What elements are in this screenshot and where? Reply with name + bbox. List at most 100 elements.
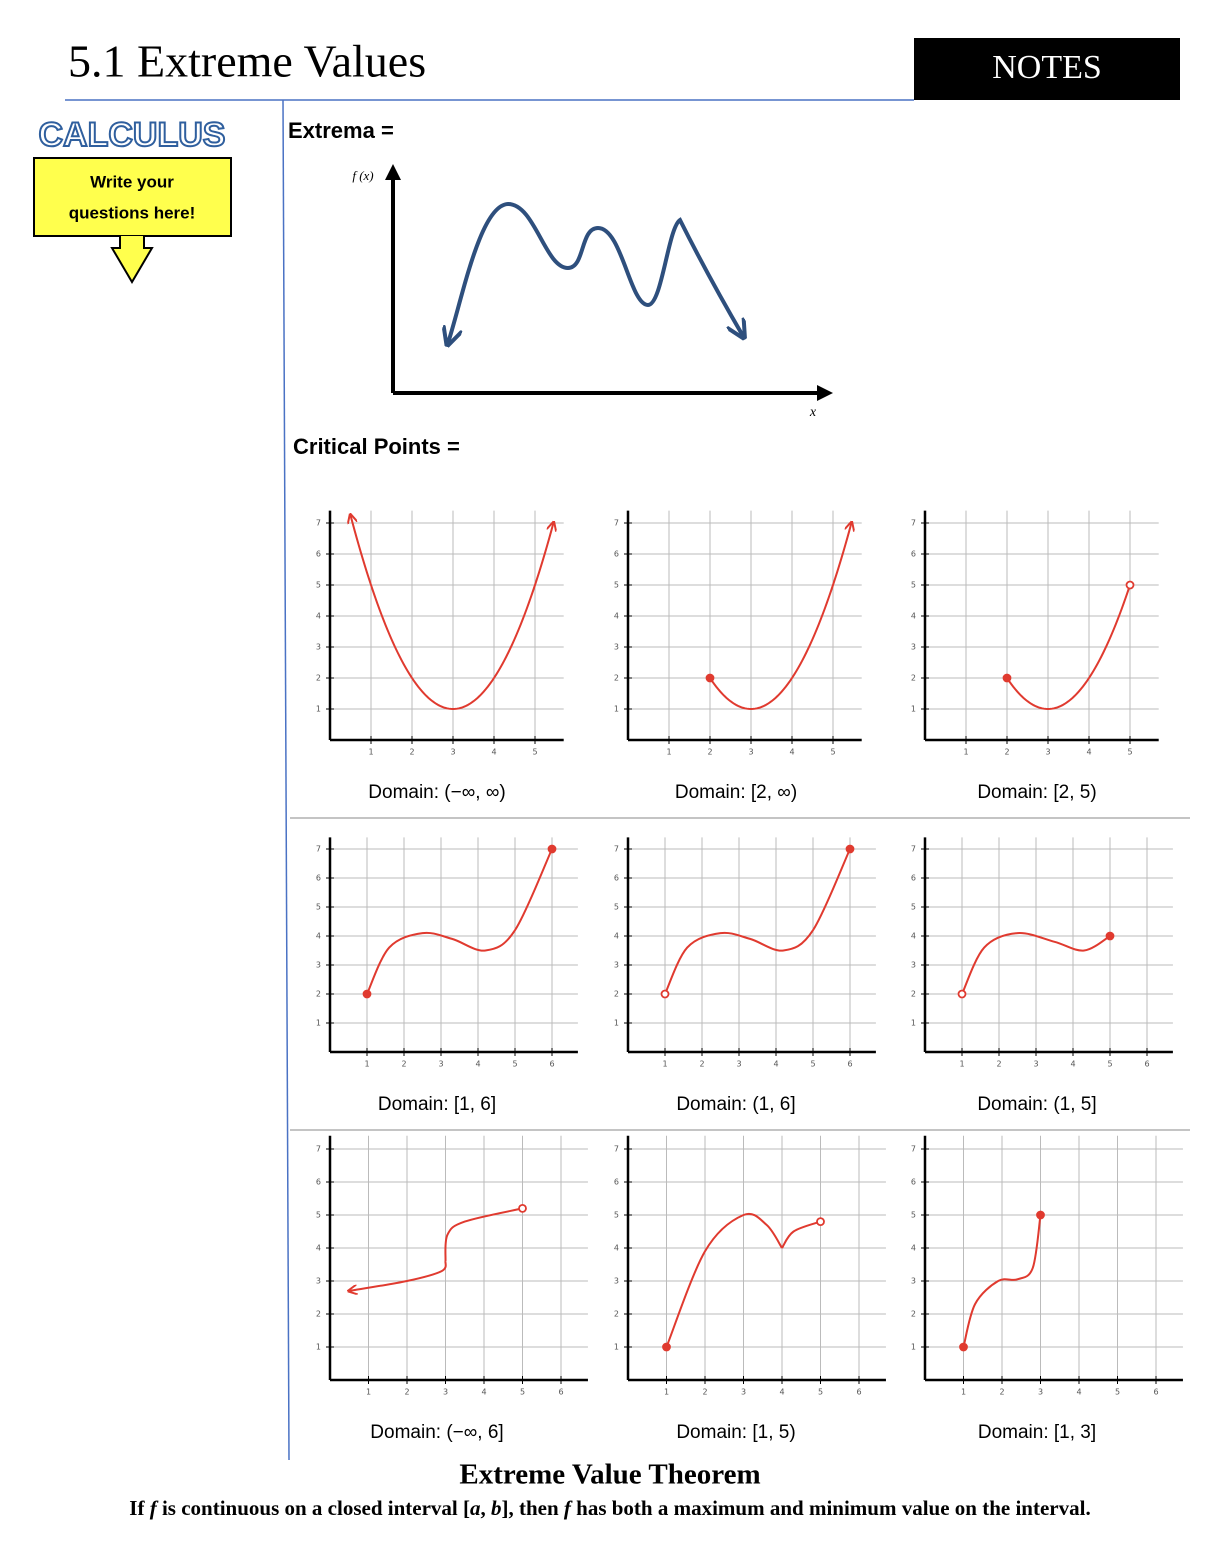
x-tick-label: 5 <box>1115 1388 1120 1397</box>
x-tick-label: 1 <box>961 1388 966 1397</box>
y-tick-label: 3 <box>614 643 619 652</box>
y-tick-label: 1 <box>911 1019 916 1028</box>
y-tick-label: 4 <box>911 932 916 941</box>
closed-endpoint <box>547 844 557 854</box>
y-tick-label: 5 <box>911 1211 916 1220</box>
curve <box>664 848 851 995</box>
y-tick-label: 2 <box>614 674 619 683</box>
domain-label: Domain: [1, 3] <box>978 1422 1096 1443</box>
x-tick-label: 5 <box>1127 748 1132 757</box>
closed-endpoint <box>1036 1210 1045 1220</box>
extrema-label: Extrema = <box>288 118 394 143</box>
y-tick-label: 1 <box>614 1343 619 1352</box>
x-tick-label: 1 <box>959 1060 964 1069</box>
y-tick-label: 1 <box>911 705 916 714</box>
y-tick-label: 5 <box>614 903 619 912</box>
domain-label: Domain: [1, 5) <box>676 1422 795 1443</box>
y-tick-label: 2 <box>911 990 916 999</box>
y-tick-label: 4 <box>316 1244 321 1253</box>
domain-label: Domain: [2, ∞) <box>675 782 797 803</box>
critical-points-label: Critical Points = <box>293 434 460 459</box>
open-endpoint <box>957 989 967 999</box>
y-tick-label: 7 <box>911 519 916 528</box>
y-tick-label: 5 <box>316 903 321 912</box>
prompt-line: questions here! <box>69 203 196 222</box>
x-tick-label: 2 <box>401 1060 406 1069</box>
y-tick-label: 1 <box>316 1019 321 1028</box>
theorem-segment: b <box>491 1496 502 1520</box>
y-tick-label: 2 <box>614 1310 619 1319</box>
prompt-box <box>33 157 232 237</box>
theorem-segment: f <box>150 1496 159 1520</box>
y-tick-label: 7 <box>911 1145 916 1154</box>
curve <box>962 1214 1042 1348</box>
x-tick-label: 4 <box>481 1388 486 1397</box>
x-tick-label: 5 <box>1107 1060 1112 1069</box>
x-tick-label: 5 <box>512 1060 517 1069</box>
y-tick-label: 5 <box>316 1211 321 1220</box>
y-tick-label: 3 <box>911 643 916 652</box>
y-tick-label: 7 <box>316 519 321 528</box>
y-tick-label: 1 <box>614 1019 619 1028</box>
x-tick-label: 6 <box>549 1060 554 1069</box>
y-tick-label: 3 <box>316 961 321 970</box>
curve <box>366 848 553 995</box>
curve <box>351 515 554 711</box>
theorem-title: Extreme Value Theorem <box>459 1459 760 1491</box>
y-tick-label: 1 <box>316 1343 321 1352</box>
y-tick-label: 4 <box>316 612 321 621</box>
y-tick-label: 7 <box>614 845 619 854</box>
y-tick-label: 1 <box>911 1343 916 1352</box>
x-tick-label: 1 <box>366 1388 371 1397</box>
y-tick-label: 6 <box>911 1178 916 1187</box>
y-tick-label: 6 <box>911 874 916 883</box>
x-tick-label: 1 <box>364 1060 369 1069</box>
y-tick-label: 3 <box>911 961 916 970</box>
x-tick-label: 3 <box>741 1388 746 1397</box>
y-tick-label: 3 <box>316 1277 321 1286</box>
x-tick-label: 4 <box>779 1388 784 1397</box>
x-tick-label: 4 <box>475 1060 480 1069</box>
closed-endpoint <box>705 673 715 683</box>
sketch-curve <box>448 201 743 343</box>
x-tick-label: 5 <box>818 1388 823 1397</box>
y-tick-label: 6 <box>316 874 321 883</box>
x-tick-label: 2 <box>404 1388 409 1397</box>
closed-endpoint <box>1105 931 1115 941</box>
y-tick-label: 1 <box>614 705 619 714</box>
prompt-arrow <box>110 236 154 284</box>
x-tick-label: 2 <box>999 1388 1004 1397</box>
x-tick-label: 1 <box>963 748 968 757</box>
domain-label: Domain: [1, 6] <box>378 1094 496 1115</box>
y-tick-label: 2 <box>911 674 916 683</box>
x-tick-label: 1 <box>662 1060 667 1069</box>
curve <box>665 1212 783 1348</box>
y-tick-label: 6 <box>911 550 916 559</box>
x-tick-label: 4 <box>491 748 496 757</box>
y-tick-label: 4 <box>911 1244 916 1253</box>
closed-endpoint <box>845 844 855 854</box>
y-tick-label: 2 <box>316 1310 321 1319</box>
x-tick-label: 3 <box>748 748 753 757</box>
y-tick-label: 5 <box>316 581 321 590</box>
y-tick-label: 3 <box>614 1277 619 1286</box>
notes-badge <box>914 38 1180 100</box>
x-tick-label: 4 <box>773 1060 778 1069</box>
x-tick-label: 3 <box>1045 748 1050 757</box>
sketch-y-label: f (x) <box>352 168 373 183</box>
y-tick-label: 4 <box>316 932 321 941</box>
x-tick-label: 2 <box>409 748 414 757</box>
y-tick-label: 6 <box>316 550 321 559</box>
subject: CALCULUS <box>39 116 226 154</box>
x-tick-label: 3 <box>1038 1388 1043 1397</box>
x-tick-label: 6 <box>856 1388 861 1397</box>
curve <box>781 1220 821 1249</box>
y-tick-label: 4 <box>614 932 619 941</box>
closed-endpoint <box>1002 673 1012 683</box>
domain-label: Domain: [2, 5) <box>977 782 1096 803</box>
theorem-segment: If <box>129 1496 149 1520</box>
y-tick-label: 6 <box>316 1178 321 1187</box>
y-tick-label: 4 <box>911 612 916 621</box>
x-tick-label: 2 <box>1004 748 1009 757</box>
margin-rule <box>282 99 290 1461</box>
